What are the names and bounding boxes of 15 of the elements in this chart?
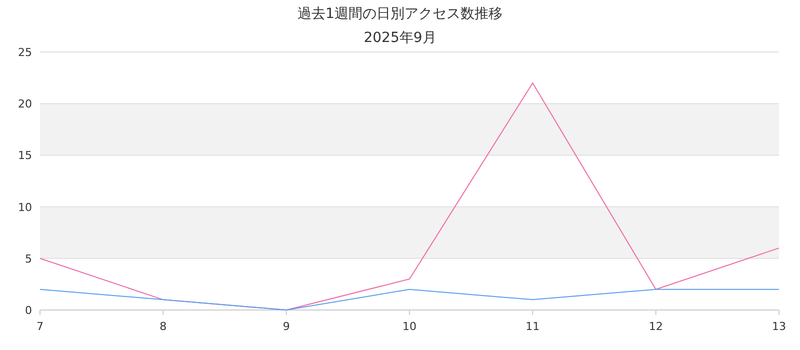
x-tick: 7: [36, 320, 44, 333]
y-tick: 0: [25, 304, 32, 317]
x-tick: 10: [402, 320, 416, 333]
subtitle: 2025年9月: [364, 30, 436, 46]
y-tick: 25: [18, 46, 32, 59]
x-tick: 13: [772, 320, 786, 333]
title: 過去1週間の日別アクセス数推移: [298, 6, 502, 22]
y-tick: 5: [25, 252, 32, 266]
y-tick: 10: [18, 200, 32, 214]
x-tick: 12: [648, 320, 663, 333]
y-tick: 15: [18, 149, 32, 162]
y-tick: 20: [18, 98, 32, 111]
x-tick: 8: [160, 320, 167, 333]
x-tick: 11: [526, 320, 540, 333]
x-tick: 9: [282, 320, 290, 333]
